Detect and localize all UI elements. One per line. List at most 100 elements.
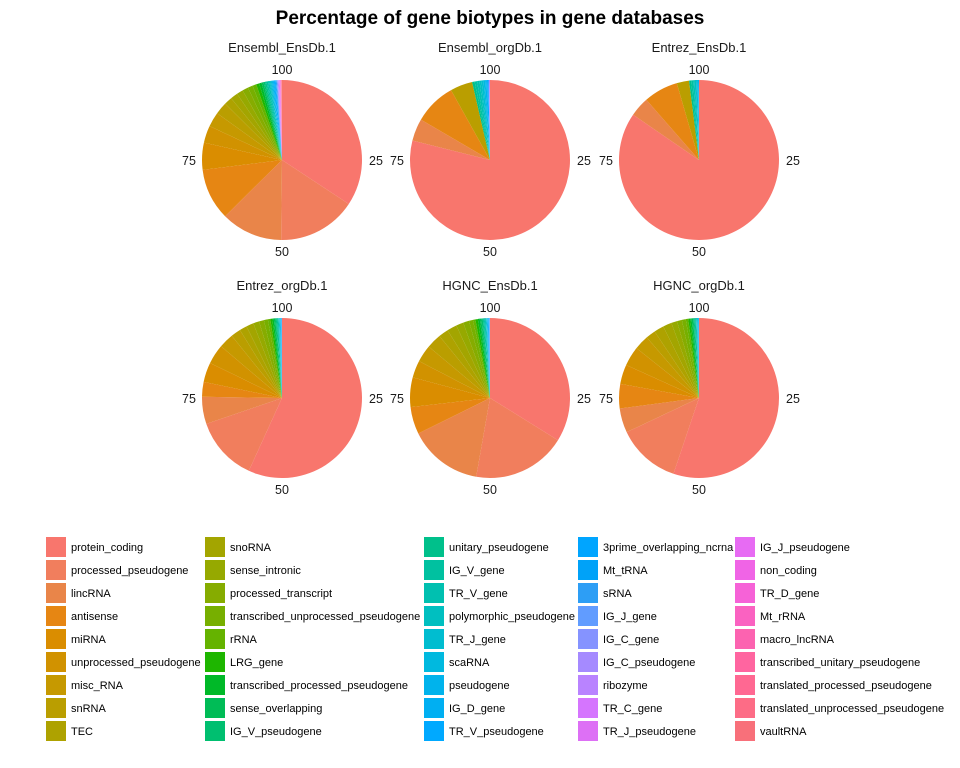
pie-slice — [479, 80, 490, 160]
pie-slice — [272, 318, 282, 398]
pie-slice — [259, 82, 282, 160]
legend-swatch — [578, 583, 598, 603]
legend-swatch — [735, 675, 755, 695]
axis-tick-label: 75 — [182, 154, 196, 168]
pie-slice — [412, 361, 490, 398]
legend-item: sense_overlapping — [205, 698, 322, 718]
pie-slice — [474, 81, 490, 160]
legend-swatch — [46, 629, 66, 649]
legend-label: ribozyme — [603, 680, 648, 692]
legend-swatch — [735, 537, 755, 557]
pie-slice — [273, 80, 282, 160]
axis-tick-label: 50 — [692, 483, 706, 497]
legend-label: sRNA — [603, 588, 632, 600]
pie-panel: Entrez_orgDb.1 100 25 50 75 — [182, 278, 383, 497]
pie-slice — [689, 80, 699, 160]
legend-label: snoRNA — [230, 542, 272, 554]
pie-slice — [479, 318, 490, 398]
pie-slice — [451, 82, 490, 160]
pie-slice — [259, 320, 282, 398]
pie-slice — [231, 93, 282, 160]
legend-swatch — [578, 698, 598, 718]
pie-slice — [663, 322, 699, 398]
panel-label: Entrez_EnsDb.1 — [652, 40, 747, 55]
legend-swatch — [205, 560, 225, 580]
pie-panels: Ensembl_EnsDb.1 100 25 50 75 Ensembl_orgDb.1 1… — [182, 40, 800, 497]
legend-item: translated_processed_pseudogene — [735, 675, 932, 695]
pie-slice — [266, 81, 282, 160]
legend-label: vaultRNA — [760, 726, 807, 738]
chart-title: Percentage of gene biotypes in gene data… — [276, 8, 705, 29]
pie-slice — [676, 80, 699, 160]
legend-item: processed_pseudogene — [46, 560, 188, 580]
legend-swatch — [46, 721, 66, 741]
axis-tick-label: 25 — [577, 154, 591, 168]
axis-tick-label: 75 — [182, 392, 196, 406]
legend-swatch — [205, 675, 225, 695]
legend-item: misc_RNA — [46, 675, 124, 695]
pie-slice — [626, 398, 699, 474]
legend-label: IG_V_gene — [449, 565, 505, 577]
legend-item: TR_J_pseudogene — [578, 721, 696, 741]
legend-label: translated_unprocessed_pseudogene — [760, 703, 944, 715]
axis-tick-label: 100 — [272, 301, 293, 315]
axis-tick-label: 100 — [689, 301, 710, 315]
pie-slice — [481, 80, 490, 160]
pie-slice — [279, 80, 282, 160]
pie-slice — [685, 318, 699, 398]
pie-slice — [279, 80, 282, 160]
pie-slice — [693, 318, 699, 398]
pie-slice — [654, 326, 699, 398]
legend-item: TR_V_pseudogene — [424, 721, 544, 741]
legend-item: IG_D_gene — [424, 698, 505, 718]
pie-slice — [482, 318, 490, 398]
panel-label: Ensembl_EnsDb.1 — [228, 40, 336, 55]
pie-slice — [490, 318, 571, 441]
legend-item: TEC — [46, 721, 93, 741]
legend-swatch — [46, 698, 66, 718]
pie-slice — [476, 398, 558, 478]
legend-label: TR_C_gene — [603, 703, 662, 715]
pie-slice — [696, 80, 699, 160]
legend-label: IG_D_gene — [449, 703, 505, 715]
pie-slice — [276, 80, 282, 160]
pie-slice — [225, 160, 282, 240]
pie-slice — [693, 80, 699, 160]
axis-tick-label: 75 — [599, 154, 613, 168]
legend-item: Mt_tRNA — [578, 560, 648, 580]
pie-slice — [695, 80, 699, 160]
pie-slice — [456, 322, 490, 398]
pie-slice — [256, 83, 282, 160]
pie-slice — [673, 318, 780, 479]
legend-swatch — [578, 721, 598, 741]
pie-slice — [681, 319, 699, 398]
legend-item: ribozyme — [578, 675, 648, 695]
axis-tick-label: 25 — [369, 392, 383, 406]
pie-slice — [475, 318, 490, 398]
pie-slice — [412, 119, 490, 160]
legend-swatch — [205, 583, 225, 603]
legend-label: rRNA — [230, 634, 258, 646]
pie-slice — [477, 80, 490, 160]
pie-slice — [278, 80, 282, 160]
pie-slice — [273, 318, 282, 398]
pie-slice — [697, 318, 699, 398]
pie-slice — [280, 318, 282, 398]
pie-slice — [270, 318, 282, 398]
pie-slice — [209, 113, 282, 160]
legend-item: TR_V_gene — [424, 583, 508, 603]
legend-label: miRNA — [71, 634, 106, 646]
legend-item: lincRNA — [46, 583, 111, 603]
pie-slice — [486, 318, 490, 398]
legend-item: antisense — [46, 606, 118, 626]
pie-slice — [280, 80, 282, 160]
pie-slice — [481, 318, 490, 398]
axis-tick-label: 25 — [786, 154, 800, 168]
pie-slice — [487, 318, 490, 398]
pie-slice — [620, 364, 699, 398]
pie-slice — [646, 83, 699, 160]
legend-swatch — [205, 606, 225, 626]
legend-item: non_coding — [735, 560, 817, 580]
pie-slice — [626, 348, 699, 398]
legend-swatch — [735, 721, 755, 741]
